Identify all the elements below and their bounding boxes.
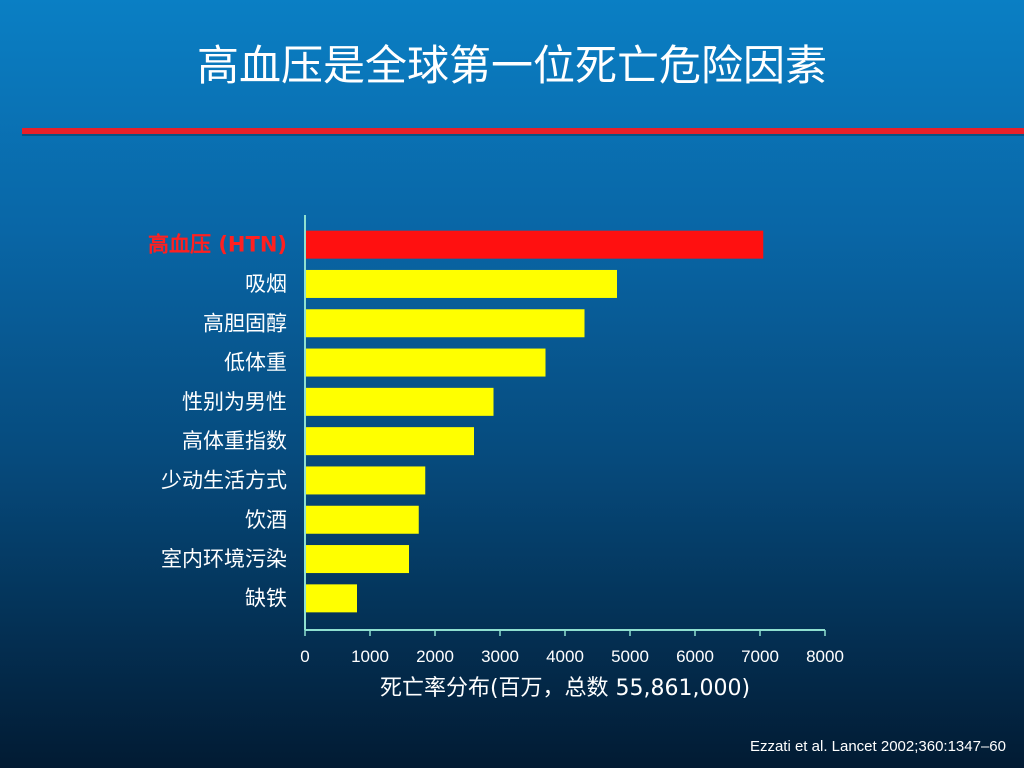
axes-group (304, 215, 826, 636)
category-label-6: 少动生活方式 (161, 468, 287, 492)
x-tick-label-7: 7000 (741, 647, 779, 666)
category-label-1: 吸烟 (245, 272, 287, 296)
x-tick-label-3: 3000 (481, 647, 519, 666)
category-label-9: 缺铁 (245, 586, 287, 610)
bar-2 (306, 309, 585, 338)
tick-labels-group: 0 1000 2000 3000 4000 5000 6000 7000 8000 (300, 647, 844, 666)
category-labels-group: 高血压 (HTN) 吸烟高胆固醇低体重性别为男性高体重指数少动生活方式饮酒室内环境… (148, 233, 287, 611)
category-label-7: 饮酒 (245, 508, 287, 532)
x-tick-label-4: 4000 (546, 647, 584, 666)
x-tick-label-2: 2000 (416, 647, 454, 666)
slide-title: 高血压是全球第一位死亡危险因素 (196, 41, 827, 90)
x-tick-label-6: 6000 (676, 647, 714, 666)
bar-3 (306, 348, 546, 377)
category-label-5: 高体重指数 (182, 429, 287, 453)
x-tick-label-5: 5000 (611, 647, 649, 666)
bar-7 (306, 505, 419, 534)
title-divider (22, 128, 1024, 134)
bar-4 (306, 387, 494, 416)
category-label-2: 高胆固醇 (203, 311, 287, 335)
bars-group (306, 230, 764, 613)
x-tick-label-0: 0 (300, 647, 309, 666)
category-label-4: 性别为男性 (182, 390, 287, 414)
x-tick-label-8: 8000 (806, 647, 844, 666)
bar-5 (306, 427, 474, 456)
category-label-8: 室内环境污染 (161, 547, 287, 571)
bar-0 (306, 230, 764, 259)
category-label-0: 高血压 (HTN) (148, 233, 287, 257)
category-label-3: 低体重 (224, 351, 287, 375)
citation: Ezzati et al. Lancet 2002;360:1347–60 (749, 738, 1006, 755)
title-divider-shadow (22, 134, 1024, 136)
x-axis-label: 死亡率分布(百万，总数 55,861,000) (379, 676, 751, 701)
bar-6 (306, 466, 426, 495)
bar-1 (306, 269, 617, 298)
bar-9 (306, 584, 357, 613)
bar-8 (306, 545, 409, 574)
x-tick-label-1: 1000 (351, 647, 389, 666)
